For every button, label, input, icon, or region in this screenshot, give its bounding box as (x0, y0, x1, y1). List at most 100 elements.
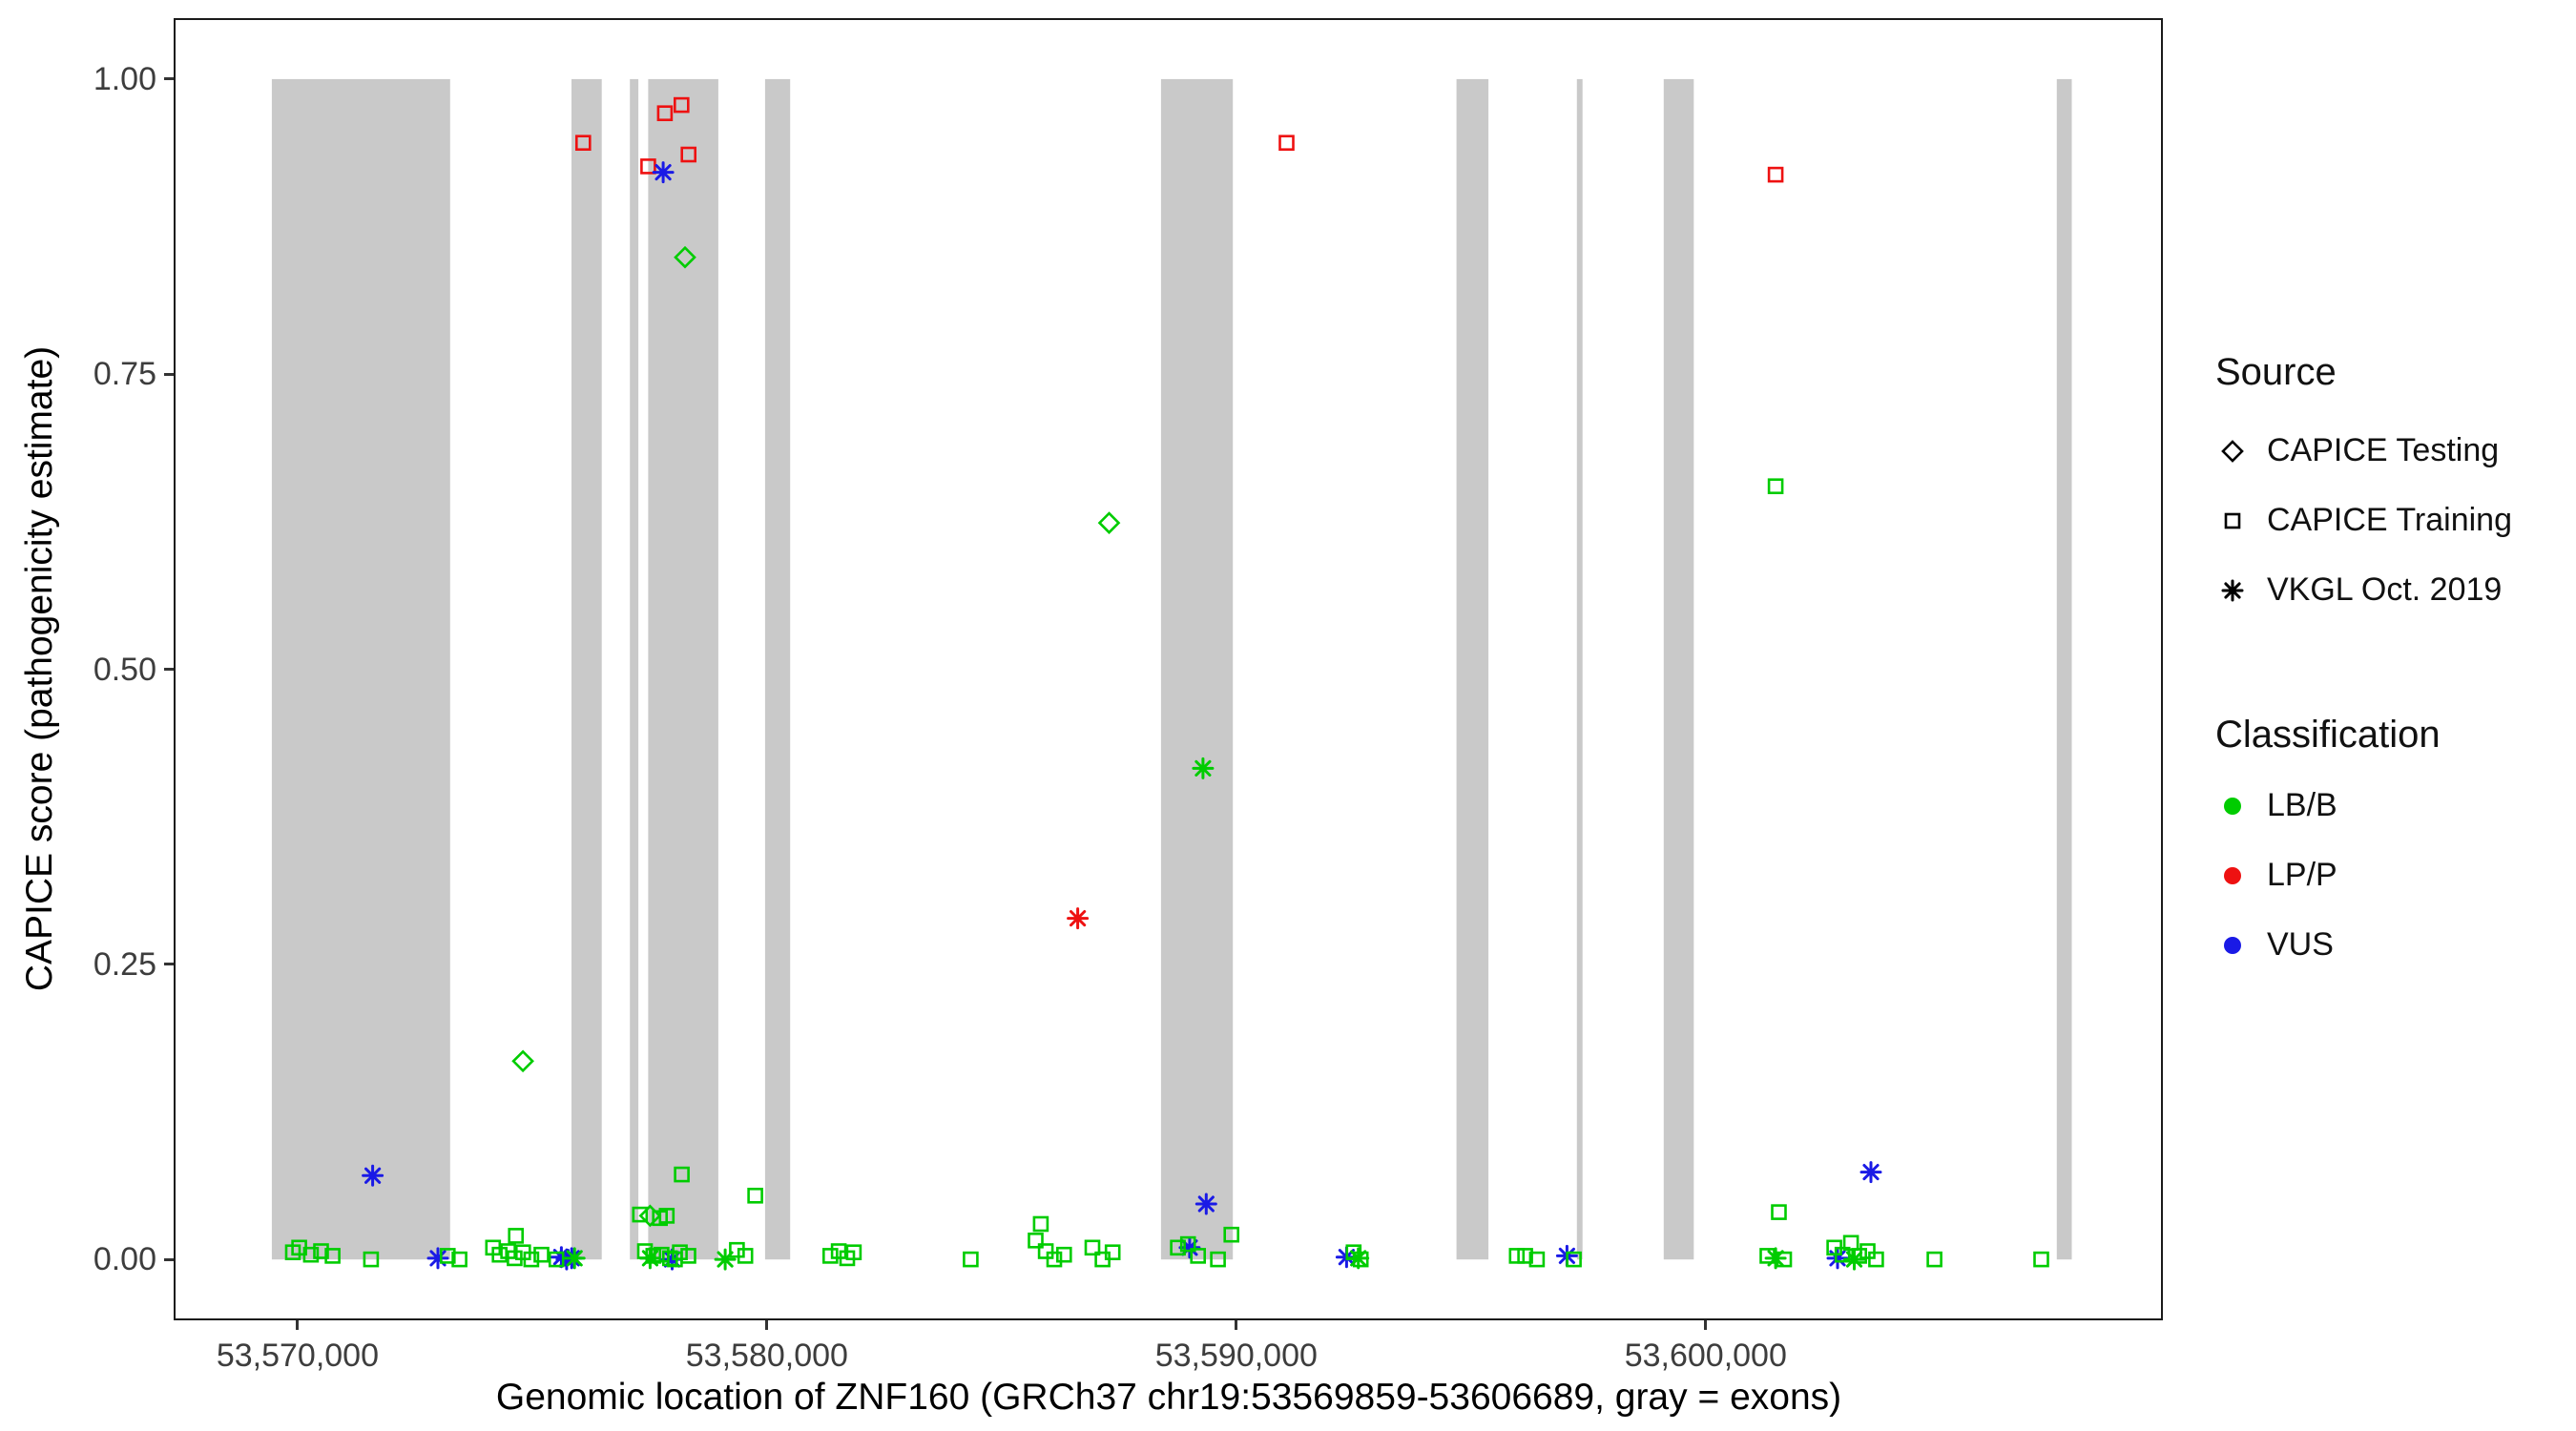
legend-item-label: VUS (2267, 926, 2334, 963)
square-marker (1223, 1226, 1239, 1243)
asterisk-marker (1843, 1248, 1865, 1271)
square-marker (1859, 1243, 1876, 1259)
square-marker (1759, 1248, 1776, 1264)
square-marker (845, 1244, 862, 1260)
asterisk-marker (652, 161, 675, 184)
asterisk-marker (1195, 1192, 1217, 1215)
square-marker (636, 1243, 654, 1259)
square-marker (508, 1228, 525, 1244)
legend-classification-items: LB/B LP/P VUS (2212, 771, 2512, 980)
square-marker (548, 1251, 565, 1268)
square-marker (1771, 1204, 1787, 1220)
square-marker (1179, 1235, 1196, 1253)
legend-item-lb-b: LB/B (2212, 771, 2512, 840)
square-marker (324, 1248, 341, 1264)
legend-item-vkgl-oct-2019: VKGL Oct. 2019 (2212, 555, 2512, 625)
square-marker (1767, 166, 1784, 183)
square-marker (632, 1206, 649, 1223)
legend-item-vus: VUS (2212, 910, 2512, 980)
square-marker (963, 1251, 979, 1268)
exon-band (1576, 78, 1583, 1260)
square-marker (680, 146, 697, 163)
square-marker (439, 1248, 456, 1264)
asterisk-marker (362, 1164, 384, 1187)
square-marker (1528, 1251, 1546, 1268)
square-marker (1032, 1215, 1049, 1233)
asterisk-marker (714, 1248, 737, 1271)
exon-band (2056, 78, 2072, 1260)
asterisk-marker (1192, 757, 1215, 779)
square-marker (654, 1246, 670, 1263)
diamond-marker (674, 245, 696, 269)
x-tick-label: 53,590,000 (1154, 1338, 1318, 1374)
legend-item-label: CAPICE Testing (2267, 432, 2500, 468)
square-marker (821, 1248, 839, 1264)
square-marker (645, 1248, 662, 1264)
y-tick-mark (164, 668, 174, 671)
square-marker (1851, 1248, 1867, 1264)
asterisk-marker (426, 1247, 449, 1270)
diamond-marker (1097, 511, 1121, 534)
square-marker (533, 1246, 550, 1263)
square-marker (1776, 1251, 1793, 1268)
y-tick-label: 0.50 (93, 651, 156, 688)
square-marker (658, 1208, 675, 1224)
y-tick-mark (164, 77, 174, 81)
legend-item-capice-testing: CAPICE Testing (2212, 416, 2512, 486)
exon-band (571, 78, 602, 1260)
asterisk-marker (563, 1247, 586, 1270)
exon-band (630, 78, 639, 1260)
dot-icon (2224, 797, 2241, 815)
legend-item-label: LP/P (2267, 857, 2337, 893)
square-marker (1037, 1243, 1054, 1259)
dot-icon (2224, 936, 2241, 954)
square-marker (523, 1251, 540, 1268)
square-marker (2033, 1251, 2049, 1268)
square-marker (680, 1248, 696, 1264)
x-tick-label: 53,580,000 (685, 1338, 848, 1374)
diamond-marker (511, 1049, 534, 1073)
square-marker (1508, 1248, 1526, 1264)
square-marker (1868, 1251, 1884, 1268)
x-tick-label: 53,570,000 (216, 1338, 379, 1374)
legend-item-lp-p: LP/P (2212, 840, 2512, 910)
y-tick-label: 0.25 (93, 945, 156, 983)
square-marker (1028, 1233, 1044, 1249)
x-tick-label: 53,600,000 (1624, 1338, 1787, 1374)
square-marker (1210, 1251, 1226, 1268)
square-marker (1278, 135, 1295, 151)
exon-band (764, 78, 791, 1260)
square-marker (1517, 1248, 1533, 1264)
y-tick-label: 0.00 (93, 1241, 156, 1278)
square-marker (491, 1246, 509, 1263)
y-tick-label: 1.00 (93, 60, 156, 97)
asterisk-marker (1826, 1247, 1849, 1270)
square-marker (1834, 1246, 1851, 1263)
legend-item-capice-training: CAPICE Training (2212, 486, 2512, 555)
scatter-plot-panel (174, 18, 2163, 1320)
square-marker (656, 105, 674, 121)
asterisk-marker (1859, 1161, 1882, 1184)
square-marker (674, 1166, 690, 1183)
y-tick-mark (164, 963, 174, 966)
square-marker (451, 1251, 467, 1268)
y-tick-label: 0.75 (93, 356, 156, 393)
square-marker (1566, 1251, 1582, 1268)
legend: Source CAPICE Testing CAPICE Training VKGL… (2212, 351, 2512, 980)
exon-band (271, 78, 450, 1260)
diamond-icon (2221, 439, 2244, 463)
x-tick-mark (765, 1320, 769, 1330)
square-marker (1352, 1251, 1369, 1268)
square-marker (1842, 1234, 1859, 1252)
square-marker (2224, 512, 2241, 529)
x-tick-mark (296, 1320, 300, 1330)
square-marker (672, 1244, 688, 1260)
y-tick-mark (164, 372, 174, 376)
y-tick-mark (164, 1257, 174, 1261)
square-marker (640, 158, 656, 175)
square-marker (1170, 1239, 1186, 1256)
square-marker (1926, 1251, 1942, 1268)
asterisk-marker (1067, 907, 1090, 930)
asterisk-marker (2221, 579, 2244, 601)
asterisk-icon (2221, 579, 2244, 601)
